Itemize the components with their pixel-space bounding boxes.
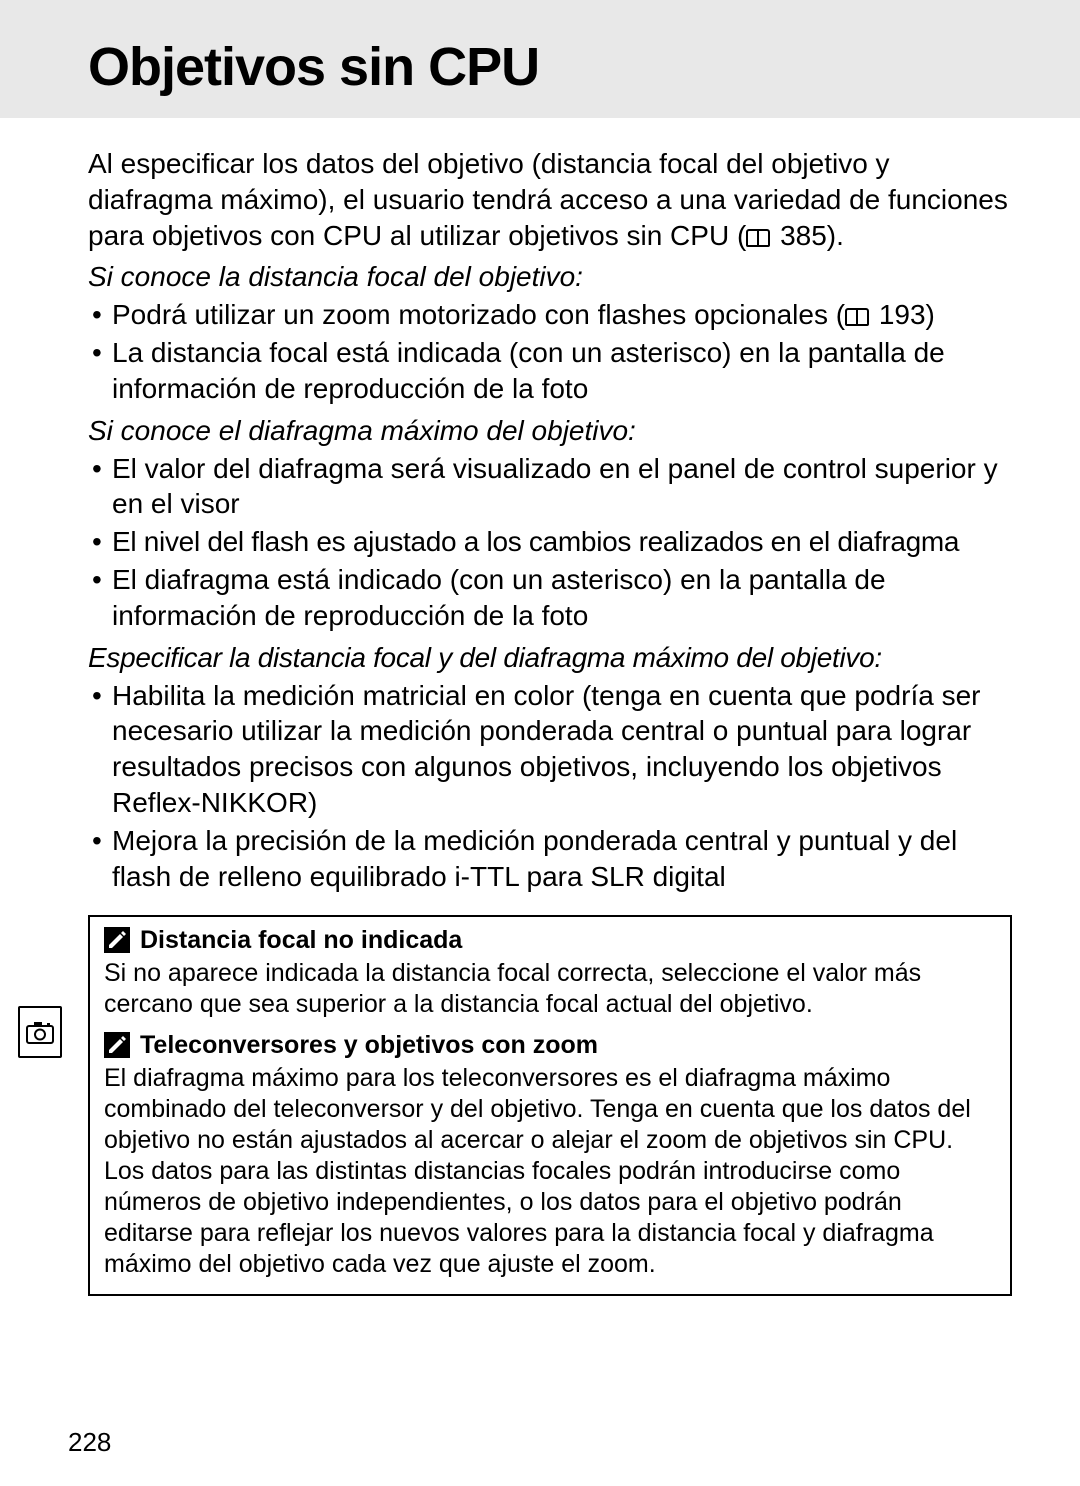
note2-body: El diafragma máximo para los teleconvers… (104, 1063, 996, 1280)
section3-list: Habilita la medición matricial en color … (88, 678, 1012, 895)
book-icon (746, 229, 770, 247)
list-item: Habilita la medición matricial en color … (88, 678, 1012, 821)
section1-item1-before: Podrá utilizar un zoom motorizado con fl… (112, 299, 845, 330)
list-item: El nivel del flash es ajustado a los cam… (88, 524, 1012, 560)
camera-icon (25, 1019, 55, 1045)
note1-body: Si no aparece indicada la distancia foca… (104, 958, 996, 1020)
intro-ref: 385 (780, 220, 827, 251)
pencil-edit-icon (104, 927, 130, 953)
section1-item1-ref: 193 (879, 299, 926, 330)
page-title: Objetivos sin CPU (88, 36, 1080, 98)
list-item: La distancia focal está indicada (con un… (88, 335, 1012, 407)
book-icon (845, 308, 869, 326)
note2-title-row: Teleconversores y objetivos con zoom (104, 1030, 996, 1061)
section1-heading: Si conoce la distancia focal del objetiv… (88, 259, 1012, 295)
list-item: El diafragma está indicado (con un aster… (88, 562, 1012, 634)
title-block: Objetivos sin CPU (0, 0, 1080, 118)
pencil-edit-icon (104, 1032, 130, 1058)
note1-title: Distancia focal no indicada (140, 925, 462, 956)
section1-item1-after: ) (926, 299, 935, 330)
note2-title: Teleconversores y objetivos con zoom (140, 1030, 598, 1061)
intro-text-after: ). (827, 220, 844, 251)
note-box: Distancia focal no indicada Si no aparec… (88, 915, 1012, 1296)
section1-list: Podrá utilizar un zoom motorizado con fl… (88, 297, 1012, 406)
side-tab-camera (18, 1006, 62, 1058)
list-item: El valor del diafragma será visualizado … (88, 451, 1012, 523)
section2-heading: Si conoce el diafragma máximo del objeti… (88, 413, 1012, 449)
section3-heading: Especificar la distancia focal y del dia… (88, 640, 1012, 676)
section2-list: El valor del diafragma será visualizado … (88, 451, 1012, 634)
manual-page: Objetivos sin CPU Al especificar los dat… (0, 0, 1080, 1486)
intro-text-before: Al especificar los datos del objetivo (d… (88, 148, 1008, 251)
note1-title-row: Distancia focal no indicada (104, 925, 996, 956)
page-content: Al especificar los datos del objetivo (d… (0, 118, 1080, 1296)
list-item: Mejora la precisión de la medición ponde… (88, 823, 1012, 895)
list-item: Podrá utilizar un zoom motorizado con fl… (88, 297, 1012, 333)
page-number: 228 (68, 1427, 111, 1458)
intro-paragraph: Al especificar los datos del objetivo (d… (88, 146, 1012, 253)
